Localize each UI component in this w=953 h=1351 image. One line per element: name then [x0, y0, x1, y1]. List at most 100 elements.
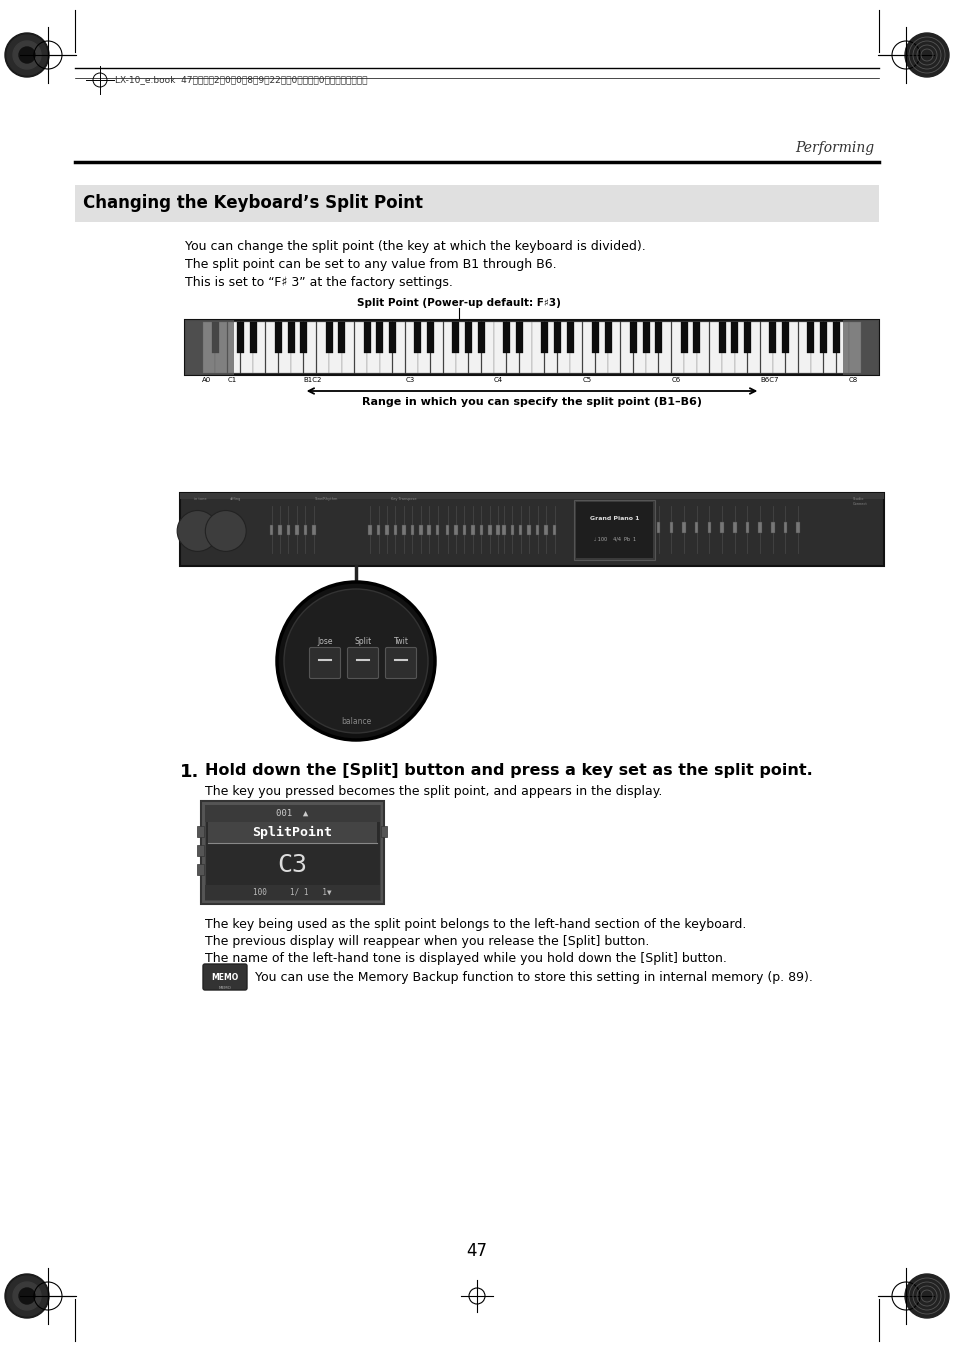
Bar — [552, 524, 556, 535]
Circle shape — [7, 35, 47, 76]
Circle shape — [904, 32, 948, 77]
Bar — [566, 322, 573, 353]
Bar — [427, 322, 434, 353]
Bar — [253, 322, 265, 373]
Circle shape — [7, 1275, 47, 1316]
Bar — [376, 524, 380, 535]
Text: B1C2: B1C2 — [303, 377, 322, 382]
Text: The split point can be set to any value from B1 through B6.: The split point can be set to any value … — [185, 258, 556, 272]
Bar — [436, 524, 439, 535]
Bar — [642, 322, 649, 353]
Bar — [380, 825, 387, 838]
Bar — [477, 322, 484, 353]
Bar — [576, 503, 653, 558]
Bar — [785, 322, 797, 373]
Bar — [75, 185, 878, 222]
FancyBboxPatch shape — [385, 647, 416, 678]
Bar — [471, 524, 474, 535]
FancyBboxPatch shape — [309, 647, 340, 678]
Text: C6: C6 — [671, 377, 680, 382]
Bar — [205, 885, 379, 900]
Bar — [669, 523, 673, 532]
Text: diffing: diffing — [229, 497, 240, 501]
Bar — [758, 523, 761, 532]
Bar — [196, 844, 204, 857]
Bar — [479, 524, 482, 535]
Bar — [291, 322, 303, 373]
Bar — [782, 523, 786, 532]
Bar — [760, 322, 772, 373]
Bar — [697, 322, 708, 373]
Bar — [456, 322, 468, 373]
Bar — [671, 322, 683, 373]
Bar — [465, 322, 472, 353]
Bar — [376, 322, 383, 353]
Text: Hold down the [Split] button and press a key set as the split point.: Hold down the [Split] button and press a… — [205, 763, 812, 778]
Bar — [205, 805, 379, 823]
Bar — [510, 524, 514, 535]
Bar — [832, 322, 839, 353]
Bar — [836, 322, 848, 373]
Bar — [379, 322, 392, 373]
Bar — [304, 322, 315, 373]
Text: Performing: Performing — [794, 141, 873, 155]
Bar — [554, 322, 560, 353]
Bar — [294, 524, 298, 535]
Text: C8: C8 — [848, 377, 858, 382]
Bar — [228, 322, 240, 373]
Bar — [385, 524, 388, 535]
Bar — [544, 322, 557, 373]
Circle shape — [19, 47, 35, 63]
Bar — [707, 523, 710, 532]
Bar — [494, 322, 506, 373]
Text: 001  ▲: 001 ▲ — [276, 809, 309, 819]
Bar — [202, 322, 214, 373]
Ellipse shape — [276, 582, 435, 740]
Bar — [570, 322, 581, 373]
Bar — [574, 500, 655, 561]
Circle shape — [205, 511, 246, 551]
Bar — [180, 493, 883, 566]
Text: You can use the Memory Backup function to store this setting in internal memory : You can use the Memory Backup function t… — [254, 971, 812, 985]
Bar — [431, 322, 442, 373]
Bar — [633, 322, 645, 373]
Text: in tone: in tone — [193, 497, 207, 501]
Bar — [205, 805, 379, 900]
Bar — [236, 322, 244, 353]
Text: Tone/Rhythm: Tone/Rhythm — [314, 497, 336, 501]
Bar — [718, 322, 725, 353]
Bar — [747, 322, 760, 373]
Text: Grand Piano 1: Grand Piano 1 — [589, 516, 639, 520]
Bar — [278, 322, 291, 373]
Bar — [516, 322, 522, 353]
Bar — [536, 524, 538, 535]
Bar — [540, 322, 548, 353]
Bar — [488, 524, 491, 535]
Bar — [287, 322, 294, 353]
Text: The name of the left-hand tone is displayed while you hold down the [Split] butt: The name of the left-hand tone is displa… — [205, 952, 726, 965]
Bar — [316, 322, 329, 373]
Bar — [679, 322, 687, 353]
Text: 100     1/ 1   1▼: 100 1/ 1 1▼ — [253, 888, 332, 897]
Text: C3: C3 — [277, 852, 307, 877]
Bar — [798, 322, 810, 373]
Text: Studio
Connect: Studio Connect — [851, 497, 866, 505]
Text: Split Point (Power-up default: F♯3): Split Point (Power-up default: F♯3) — [356, 299, 560, 308]
Bar — [657, 523, 659, 532]
Bar — [303, 524, 307, 535]
Circle shape — [13, 41, 41, 69]
Text: SplitPoint: SplitPoint — [253, 825, 333, 839]
Bar — [646, 322, 658, 373]
Circle shape — [19, 1288, 35, 1304]
Bar — [591, 322, 598, 353]
Bar — [655, 322, 661, 353]
Text: C5: C5 — [582, 377, 591, 382]
Bar — [452, 322, 459, 353]
Bar — [604, 322, 611, 353]
Bar — [274, 322, 282, 353]
Bar — [196, 863, 204, 875]
Bar — [367, 322, 379, 373]
Bar — [732, 523, 736, 532]
Circle shape — [5, 1274, 49, 1319]
Bar — [196, 825, 204, 838]
